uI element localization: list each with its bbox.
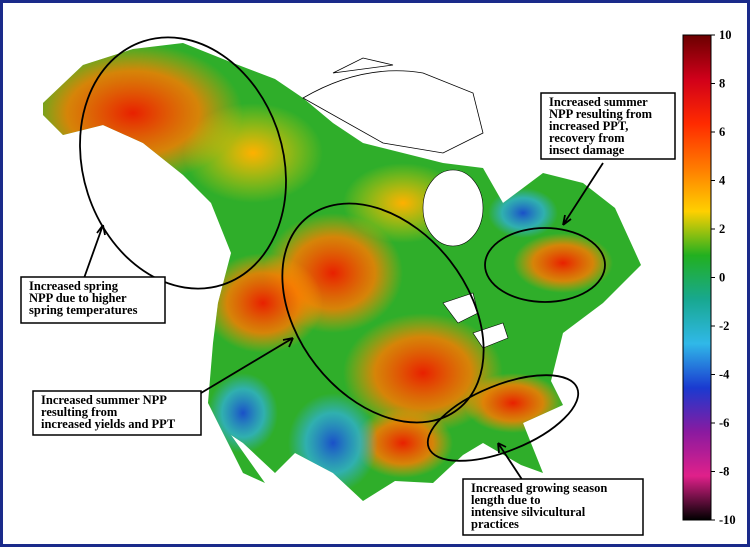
tick-label: 2 [719,222,725,236]
annotation-text: spring temperatures [29,303,138,317]
annotation-text: Increased summer [549,95,648,109]
arrow [497,442,524,482]
annotation-text: Increased growing season [471,481,607,495]
colorbar-scale [682,34,712,521]
annotation-shapes [79,36,606,482]
tick-label: -2 [719,319,729,333]
tick-label: 8 [719,77,725,91]
annotation-text: NPP due to higher [29,291,127,305]
annotation-text: intensive silvicultural [471,505,586,519]
outline [484,227,606,303]
annotation-text: NPP resulting from [549,107,653,121]
annotation-box [20,276,166,324]
annotation-box [32,390,202,436]
tick-label: -6 [719,416,729,430]
tick-label: 10 [719,28,732,42]
outline [281,202,485,424]
outline [79,36,287,290]
arctic-islands [302,57,484,154]
arrow [82,224,106,282]
annotation-text: increased yields and PPT [41,417,176,431]
annotation-text: practices [471,517,519,531]
annotation-text: length due to [471,493,540,507]
tick-label: -4 [719,368,730,382]
arrow [562,162,604,226]
annotation-text: resulting from [41,405,118,419]
colorbar: 10 8 6 4 2 0 -2 -4 -6 -8 -10 [682,28,736,527]
arrow [200,337,294,394]
annotation-box [462,478,644,536]
tick-label: -10 [719,513,736,527]
annotation-text: recovery from [549,131,625,145]
annotation-text: Increased spring [29,279,119,293]
annotation-text: increased PPT, [549,119,628,133]
tick-label: 0 [719,271,725,285]
hudson-bay [422,169,484,247]
tick-label: 4 [719,174,726,188]
outline [426,374,580,462]
annotation-text: Increased summer NPP [41,393,167,407]
annotation-box [540,92,676,160]
annotation-text: insect damage [549,143,625,157]
tick-label: -8 [719,465,729,479]
tick-label: 6 [719,125,725,139]
